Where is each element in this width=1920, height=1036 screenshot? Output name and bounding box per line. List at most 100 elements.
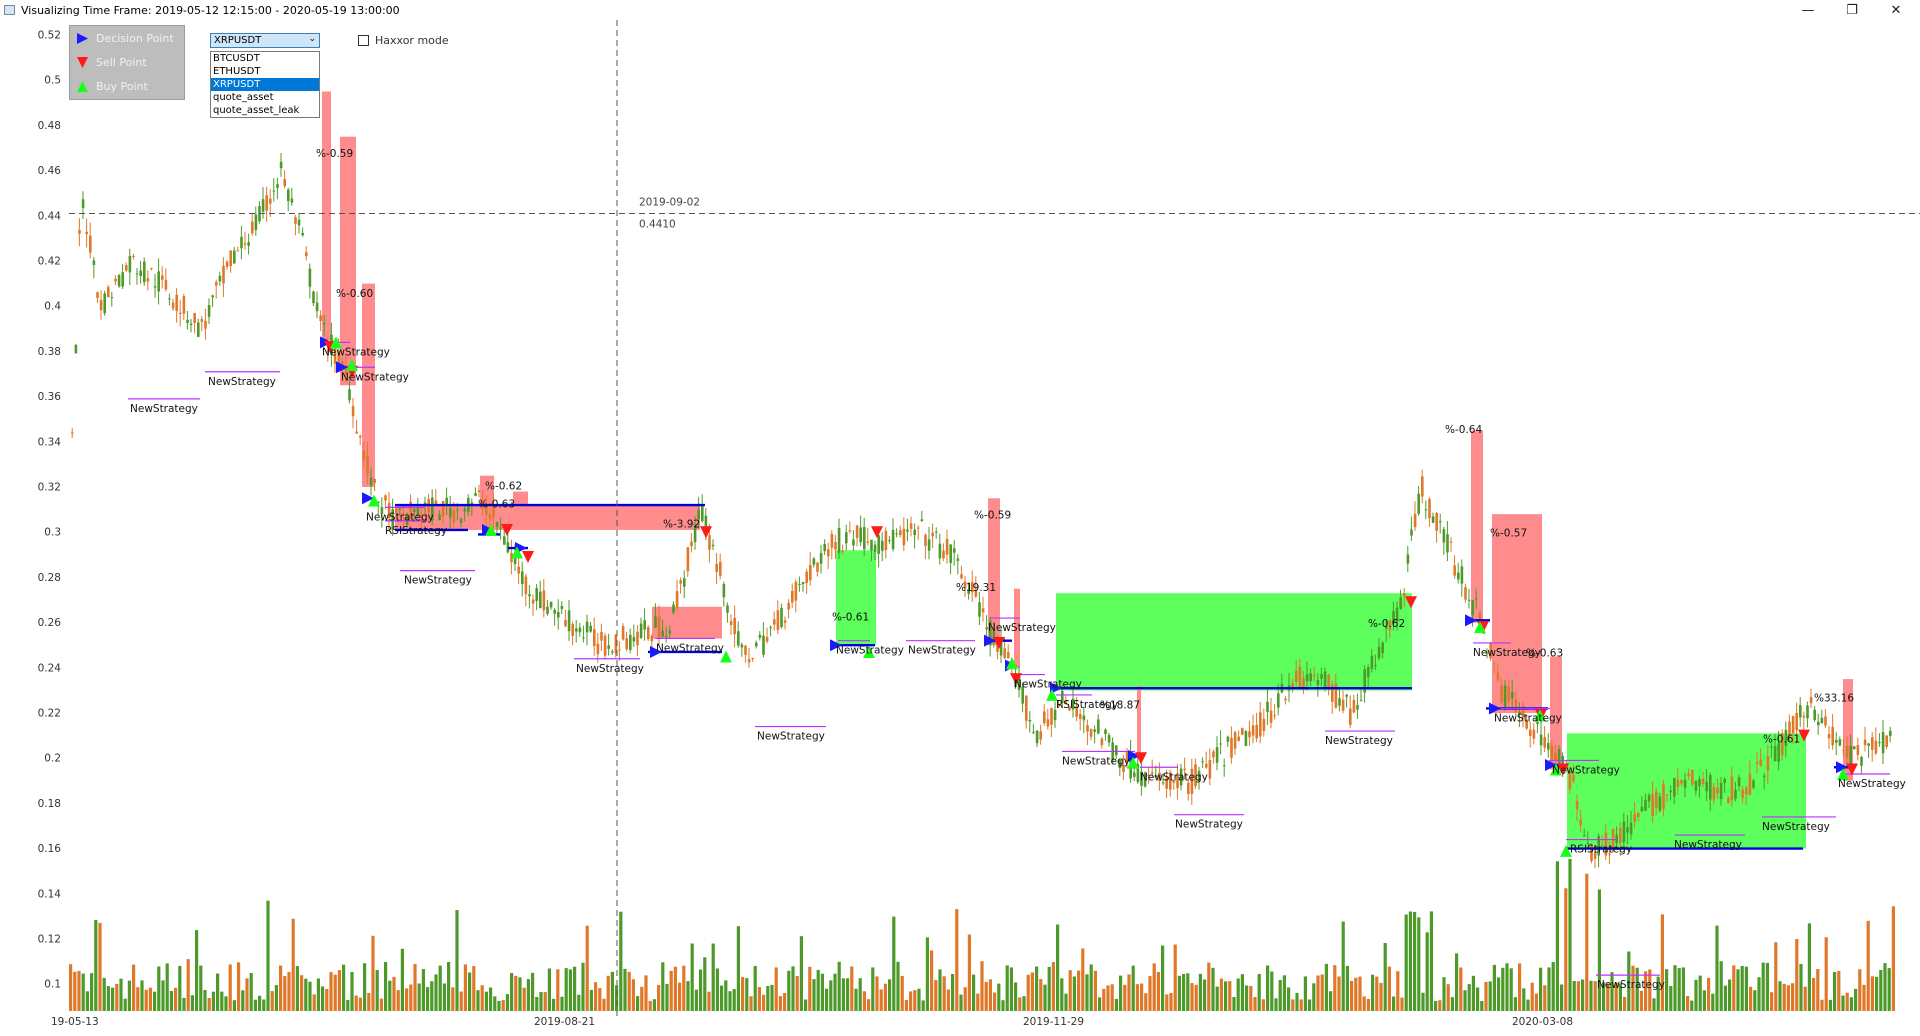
- symbol-option-selected[interactable]: XRPUSDT: [211, 78, 319, 91]
- buy-point-marker: [1550, 763, 1562, 776]
- candle-body: [985, 627, 988, 630]
- candle-body: [1381, 642, 1384, 654]
- volume-bar: [1337, 976, 1341, 1011]
- candle-body: [445, 497, 448, 506]
- symbol-option[interactable]: quote_asset: [213, 92, 274, 103]
- symbol-option[interactable]: ETHUSDT: [213, 66, 261, 77]
- candle-body: [1554, 752, 1557, 761]
- candle-body: [107, 287, 110, 298]
- candle-body: [1097, 719, 1100, 734]
- volume-bar: [657, 984, 661, 1011]
- symbol-select[interactable]: XRPUSDT ⌄: [210, 33, 320, 48]
- loss-zone: [340, 136, 356, 386]
- volume-bar: [1387, 966, 1391, 1011]
- candle-body: [1421, 476, 1424, 497]
- volume-bar: [81, 973, 85, 1011]
- volume-bar: [384, 962, 388, 1011]
- candle-body: [1100, 738, 1104, 746]
- volume-bar: [1148, 976, 1152, 1011]
- loss-zone: [1550, 656, 1562, 770]
- candle-body: [283, 179, 286, 187]
- candle-body: [420, 514, 423, 519]
- strategy-label: NewStrategy: [988, 622, 1056, 634]
- volume-bar: [442, 983, 446, 1011]
- volume-bar: [686, 981, 690, 1011]
- volume-bar: [556, 969, 560, 1011]
- candle-body: [409, 501, 412, 518]
- volume-bar: [102, 977, 106, 1011]
- volume-bar: [253, 999, 257, 1011]
- candle-body: [254, 214, 258, 231]
- candle-body: [1233, 732, 1237, 749]
- candle-body: [71, 432, 74, 434]
- crosshair-value: 0.4410: [639, 219, 676, 231]
- volume-bar: [745, 978, 749, 1011]
- close-button[interactable]: ✕: [1874, 0, 1918, 20]
- candle-body: [953, 548, 956, 553]
- decision-point-marker: [984, 634, 996, 647]
- candle-body: [589, 625, 592, 632]
- volume-bar: [976, 993, 980, 1011]
- symbol-option[interactable]: quote_asset_leak: [213, 105, 300, 116]
- volume-bar: [1463, 990, 1467, 1011]
- candle-body: [758, 634, 762, 638]
- volume-bar: [514, 975, 518, 1011]
- candle-body: [161, 275, 164, 280]
- candle-body: [935, 531, 938, 533]
- title-bar: Visualizing Time Frame: 2019-05-12 12:15…: [0, 0, 1920, 20]
- candle-body: [906, 529, 909, 532]
- candle-body: [567, 610, 571, 632]
- haxxor-checkbox[interactable]: [358, 35, 369, 46]
- candle-body: [744, 645, 747, 655]
- volume-bar: [1219, 978, 1223, 1011]
- candle-body: [1575, 800, 1579, 809]
- volume-bar: [728, 991, 732, 1011]
- candle-body: [1773, 745, 1777, 762]
- candle-body: [1327, 674, 1330, 689]
- minimize-button[interactable]: —: [1786, 0, 1830, 20]
- buy-point-marker: [863, 645, 875, 658]
- candle-body: [1489, 643, 1492, 659]
- candle-body: [697, 509, 700, 519]
- candle-body: [1532, 729, 1536, 739]
- candle-body: [866, 541, 870, 543]
- volume-bar: [850, 966, 854, 1011]
- decision-point-marker: [1545, 758, 1557, 771]
- sell-point-marker: [1010, 673, 1022, 686]
- volume-bar: [741, 977, 745, 1011]
- sell-point-marker: [1135, 752, 1147, 765]
- candle-body: [1557, 748, 1561, 767]
- strategy-label: NewStrategy: [1014, 679, 1082, 691]
- candle-body: [351, 406, 355, 417]
- volume-bar: [1459, 967, 1463, 1011]
- volume-bar: [1833, 972, 1837, 1011]
- trade-pct-label: %-0.60: [336, 288, 373, 300]
- volume-bar: [148, 987, 152, 1011]
- volume-bar: [1081, 948, 1085, 1011]
- close-icon: ✕: [1890, 2, 1902, 18]
- decision-point-marker: [1836, 761, 1848, 774]
- volume-bar: [1450, 997, 1454, 1011]
- volume-bar: [1224, 981, 1228, 1011]
- volume-bar: [1072, 976, 1076, 1011]
- price-chart[interactable]: NewStrategy NewStrategy NewStrategy NewStra…: [0, 20, 1920, 1036]
- haxxor-mode-toggle[interactable]: Haxxor mode: [358, 34, 449, 47]
- volume-bar: [1686, 995, 1690, 1011]
- candle-body: [1802, 715, 1806, 718]
- volume-bar: [1513, 997, 1517, 1011]
- candle-body: [1435, 513, 1438, 531]
- volume-bar: [325, 989, 329, 1011]
- volume-bar: [451, 987, 455, 1011]
- volume-bar: [337, 970, 341, 1011]
- volume-bar: [694, 989, 698, 1011]
- candle-body: [1457, 572, 1460, 580]
- symbol-option[interactable]: BTCUSDT: [213, 53, 260, 64]
- volume-bar: [1014, 982, 1018, 1011]
- volume-bar: [136, 987, 140, 1011]
- restore-button[interactable]: ❐: [1830, 0, 1874, 20]
- candle-body: [1478, 612, 1482, 623]
- sell-point-marker: [700, 526, 712, 539]
- decision-point-marker: [650, 645, 662, 658]
- candle-body: [801, 582, 805, 585]
- candle-body: [1133, 772, 1136, 777]
